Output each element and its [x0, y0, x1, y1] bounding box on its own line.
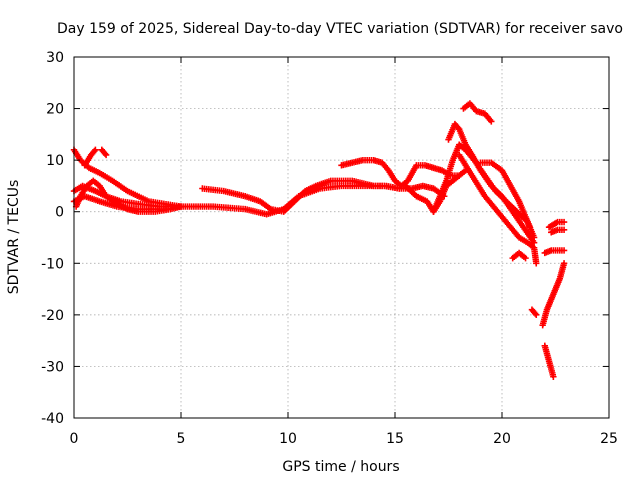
data-series-arc-t: [545, 218, 568, 231]
data-series-arc-u: [548, 226, 568, 236]
y-tick-label: -10: [41, 256, 64, 272]
ticks-layer: 0 5 10 15 20 25 -40 -30 -20 -10 0 10 20 30: [41, 50, 618, 447]
data-point: [92, 146, 99, 154]
x-tick-label: 25: [600, 431, 618, 447]
x-tick-label: 0: [70, 431, 79, 447]
data-series-arc-h: [338, 156, 463, 190]
data-point: [550, 373, 557, 380]
x-axis-title: GPS time / hours: [282, 459, 399, 475]
data-series-arc-o: [509, 249, 529, 262]
data-series-arc-r: [541, 342, 557, 380]
plot-frame: [73, 56, 610, 419]
data-point: [177, 203, 185, 210]
data-point: [533, 311, 540, 319]
data-point: [167, 205, 174, 213]
data-series-arc-k: [445, 120, 538, 246]
x-tick-label: 10: [279, 431, 297, 447]
x-tick-label: 5: [177, 431, 186, 447]
data-point: [101, 150, 109, 157]
data-series-arc-q: [539, 260, 568, 329]
y-axis-title: SDTVAR / TECUs: [6, 180, 22, 295]
data-point: [531, 310, 539, 317]
data-series-arc-f: [98, 146, 110, 159]
data-point: [526, 223, 534, 231]
data-series-arc-l: [456, 151, 540, 267]
y-tick-label: 0: [55, 205, 64, 221]
data-point: [560, 226, 568, 233]
data-point: [488, 118, 495, 125]
data-series-arc-d: [72, 177, 174, 215]
x-tick-label: 20: [493, 431, 511, 447]
y-tick-label: -40: [41, 411, 64, 427]
y-tick-label: -30: [41, 359, 64, 375]
y-tick-label: 30: [46, 50, 64, 66]
data-series-arc-n: [477, 159, 534, 231]
chart-title: Day 159 of 2025, Sidereal Day-to-day VTE…: [57, 21, 623, 37]
data-point: [454, 124, 462, 132]
data-point: [102, 151, 110, 159]
data-point: [560, 218, 568, 226]
data-series-arc-m: [460, 100, 495, 125]
data-series-arc-p: [528, 306, 540, 319]
y-tick-label: -20: [41, 308, 64, 324]
data-point: [560, 260, 568, 267]
data-point: [91, 147, 98, 155]
x-tick-label: 15: [386, 431, 404, 447]
y-tick-label: 20: [46, 102, 64, 118]
y-tick-label: 10: [46, 153, 64, 169]
data-series-arc-s: [541, 247, 568, 257]
data-point: [533, 260, 540, 267]
data-point: [560, 247, 568, 254]
data-point: [522, 254, 529, 262]
data-series-arc-e: [81, 146, 99, 169]
